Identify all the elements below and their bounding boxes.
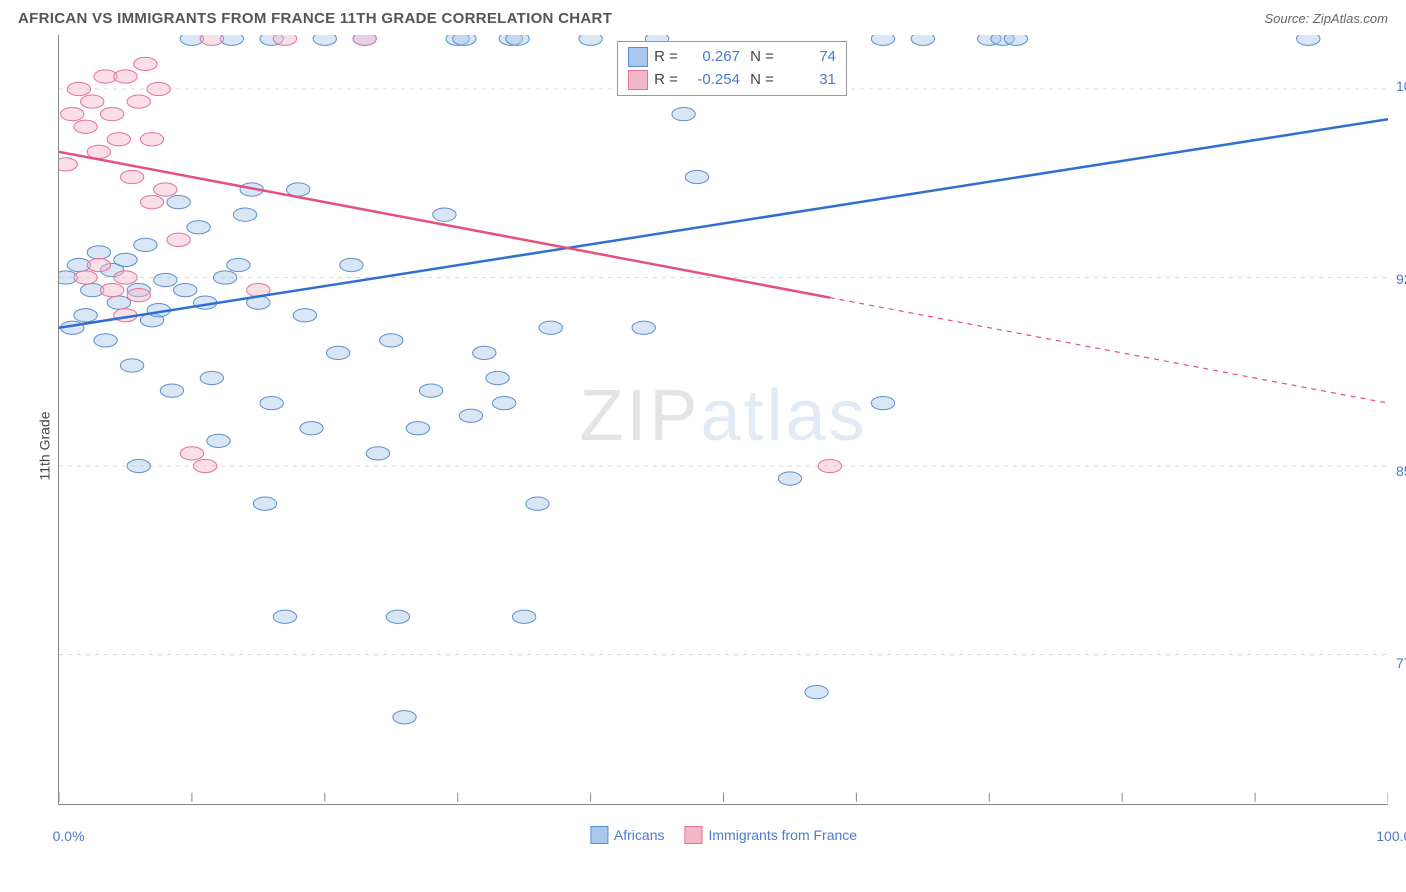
stats-row: R = -0.254 N = 31 <box>628 69 836 92</box>
legend-label: Africans <box>614 827 665 843</box>
stat-r-label: R = <box>654 46 678 69</box>
stat-r-label: R = <box>654 69 678 92</box>
x-axis-min-label: 0.0% <box>53 804 85 844</box>
scatter-svg <box>59 35 1388 804</box>
stat-n-label: N = <box>746 69 774 92</box>
bottom-legend: Africans Immigrants from France <box>590 804 857 844</box>
stats-row: R = 0.267 N = 74 <box>628 46 836 69</box>
stat-n-label: N = <box>746 46 774 69</box>
stat-n-value: 31 <box>780 69 836 92</box>
chart-title: AFRICAN VS IMMIGRANTS FROM FRANCE 11TH G… <box>18 10 612 27</box>
legend-swatch <box>590 826 608 844</box>
y-tick-label: 77.5% <box>1390 655 1406 671</box>
plot-area: ZIPatlas R =0.267 N =74R =-0.254 N =31 7… <box>58 35 1388 805</box>
stat-r-value: 0.267 <box>684 46 740 69</box>
chart-header: AFRICAN VS IMMIGRANTS FROM FRANCE 11TH G… <box>0 0 1406 31</box>
y-tick-label: 85.0% <box>1390 463 1406 479</box>
y-tick-label: 92.5% <box>1390 271 1406 287</box>
x-axis-max-label: 100.0% <box>1376 804 1406 844</box>
stat-r-value: -0.254 <box>684 69 740 92</box>
y-axis-label: 11th Grade <box>37 411 53 480</box>
legend-item: Africans <box>590 826 665 844</box>
series-swatch <box>628 47 648 67</box>
chart-source: Source: ZipAtlas.com <box>1264 11 1388 26</box>
legend-label: Immigrants from France <box>708 827 857 843</box>
series-swatch <box>628 70 648 90</box>
legend-swatch <box>684 826 702 844</box>
stats-legend-box: R = 0.267 N = 74 R = -0.254 N = 31 <box>617 41 847 96</box>
legend-item: Immigrants from France <box>684 826 857 844</box>
y-tick-label: 100.0% <box>1390 78 1406 94</box>
stat-n-value: 74 <box>780 46 836 69</box>
